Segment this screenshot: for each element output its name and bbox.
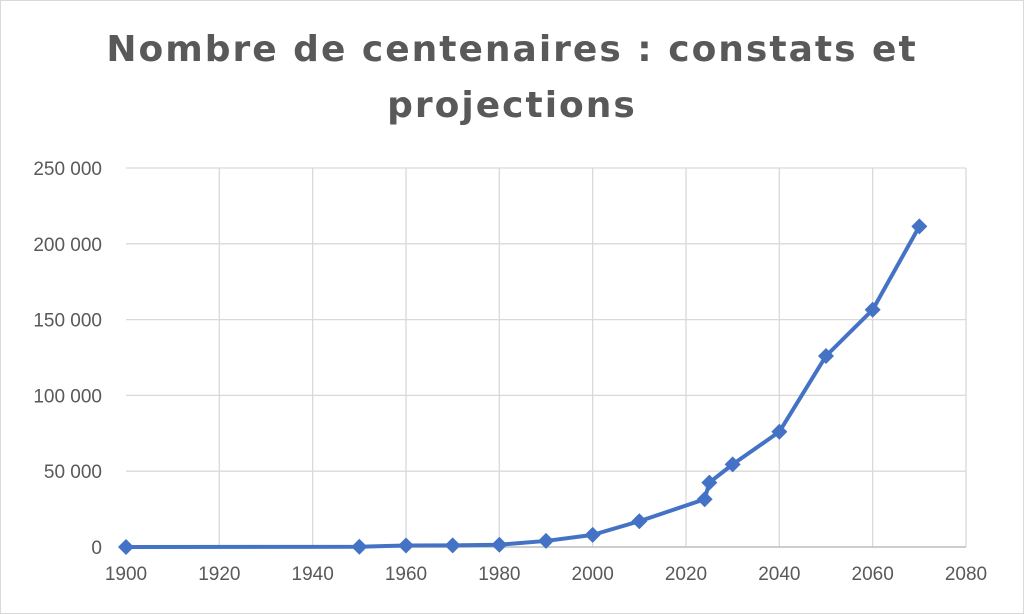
- data-point-1950: [351, 538, 368, 555]
- x-tick-label: 2080: [945, 564, 987, 585]
- data-point-1900: [118, 539, 134, 555]
- data-point-2070: [911, 218, 928, 235]
- x-tick-label: 1920: [198, 564, 240, 585]
- data-point-2050: [818, 347, 834, 364]
- x-tick-label: 1940: [292, 564, 334, 585]
- y-tick-label: 200 000: [33, 235, 102, 256]
- x-tick-label: 1900: [105, 564, 147, 585]
- y-tick-label: 150 000: [33, 311, 102, 332]
- y-tick-label: 250 000: [33, 159, 102, 180]
- data-point-2000: [584, 526, 601, 543]
- x-tick-label: 2020: [665, 564, 707, 585]
- data-point-2010: [631, 513, 648, 530]
- data-point-2025: [701, 474, 718, 491]
- data-point-1980: [491, 536, 508, 553]
- x-tick-label: 1980: [478, 564, 520, 585]
- y-tick-label: 0: [91, 538, 102, 559]
- y-tick-label: 50 000: [44, 462, 102, 483]
- series-line: [125, 225, 922, 549]
- data-point-2024: [696, 491, 713, 508]
- data-point-2040: [771, 423, 788, 440]
- x-tick-label: 2040: [758, 564, 800, 585]
- x-tick-label: 2060: [852, 564, 894, 585]
- chart-title: Nombre de centenaires : constats et proj…: [106, 29, 918, 126]
- data-point-2030: [724, 456, 741, 473]
- x-tick-label: 2000: [572, 564, 614, 585]
- data-point-1970: [444, 537, 461, 554]
- data-point-1990: [538, 532, 554, 549]
- y-tick-label: 100 000: [33, 386, 102, 407]
- data-point-2060: [864, 301, 881, 318]
- data-point-1960: [398, 537, 414, 554]
- x-tick-label: 1960: [385, 564, 427, 585]
